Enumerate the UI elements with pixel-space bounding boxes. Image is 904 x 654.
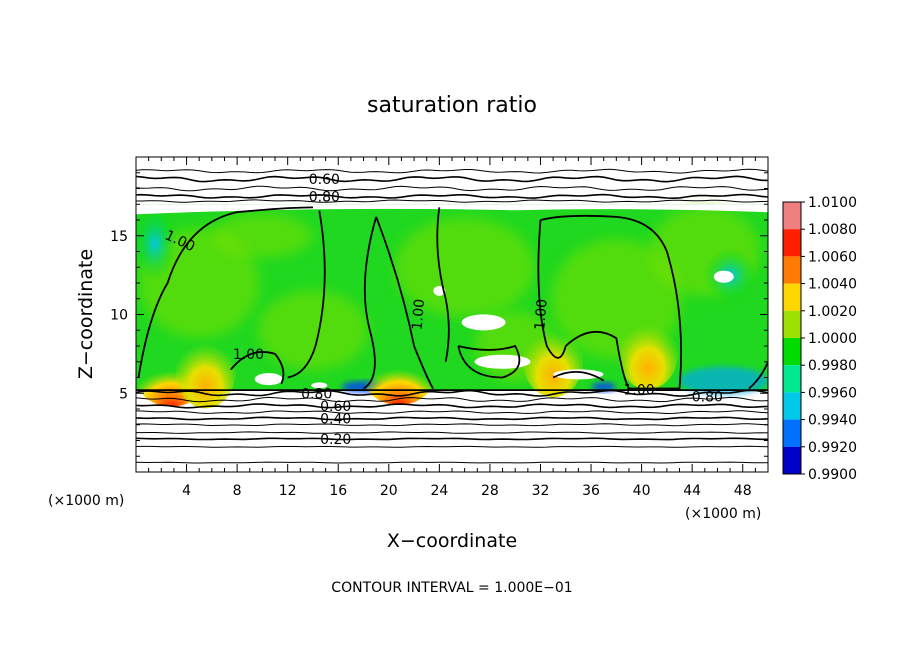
x-tick-label: 36 <box>582 483 600 499</box>
colorbar-segment <box>783 365 801 393</box>
field-patch <box>257 290 368 371</box>
contour-line <box>748 361 768 390</box>
colorbar-label: 0.9960 <box>808 385 857 401</box>
y-tick-label: 15 <box>110 229 128 245</box>
field-patch <box>212 213 313 258</box>
contour-label: 1.00 <box>623 382 654 398</box>
contour-line <box>136 423 768 427</box>
y-axis: 5 10 15 <box>110 172 768 457</box>
colorbar-segment <box>783 338 801 366</box>
unsaturated-gap <box>311 382 328 389</box>
contour-line <box>136 445 768 448</box>
contour-line <box>136 461 768 464</box>
contour-line <box>136 168 768 174</box>
saturation-field <box>136 204 768 409</box>
contour-label: 1.00 <box>532 298 551 330</box>
colorbar-segment <box>783 256 801 284</box>
contour-line <box>136 389 768 397</box>
y-tick-label: 10 <box>110 308 128 324</box>
contour-label: 0.80 <box>692 389 723 405</box>
contour-label: 0.60 <box>309 172 340 188</box>
contour-line <box>287 210 326 379</box>
field-cool-patch <box>136 208 175 279</box>
colorbar: 1.0100 1.0080 1.0060 1.0040 1.0020 1.0000 0.99… <box>782 195 857 483</box>
contour-line <box>457 344 521 379</box>
colorbar-label: 1.0060 <box>808 249 857 265</box>
colorbar-segment <box>783 283 801 311</box>
warm-spot <box>617 317 678 390</box>
x-tick-label: 20 <box>380 483 398 499</box>
chart-title: saturation ratio <box>367 93 537 118</box>
x-tick-label: 4 <box>182 483 191 499</box>
x-tick-label: 8 <box>233 483 242 499</box>
warm-spot <box>175 336 236 409</box>
contour-lines <box>136 168 768 464</box>
x-tick-label: 24 <box>430 483 448 499</box>
contour-line <box>137 206 313 378</box>
x-axis-unit: (×1000 m) <box>685 506 761 522</box>
colorbar-label: 1.0000 <box>808 331 857 347</box>
x-axis-label: X−coordinate <box>387 530 517 552</box>
x-tick-label: 16 <box>329 483 347 499</box>
y-axis-unit: (×1000 m) <box>48 493 124 509</box>
colorbar-segment <box>783 446 801 474</box>
unsaturated-gap <box>461 314 506 331</box>
x-tick-label: 32 <box>532 483 550 499</box>
x-tick-label: 28 <box>481 483 499 499</box>
colorbar-label: 0.9980 <box>808 358 857 374</box>
field-patch <box>394 217 535 318</box>
colorbar-label: 1.0020 <box>808 304 857 320</box>
contour-line <box>136 199 768 203</box>
x-tick-label: 12 <box>279 483 297 499</box>
contour-line <box>230 351 285 385</box>
colorbar-segment <box>783 202 801 230</box>
x-tick-label: 48 <box>734 483 752 499</box>
contour-line <box>136 193 768 200</box>
contour-label: 1.00 <box>233 347 264 363</box>
colorbar-label: 1.0040 <box>808 277 857 293</box>
unsaturated-gap <box>136 204 768 215</box>
colorbar-label: 1.0100 <box>808 195 857 211</box>
y-tick-label: 5 <box>119 386 128 402</box>
contour-line <box>136 437 768 441</box>
contour-label: 0.20 <box>320 432 351 448</box>
contour-line <box>136 175 768 183</box>
warm-spot <box>523 325 584 398</box>
contour-line <box>552 371 605 382</box>
colorbar-segment <box>783 310 801 338</box>
unsaturated-gap <box>553 369 604 380</box>
y-axis-label: Z−coordinate <box>75 249 97 379</box>
x-tick-label: 40 <box>633 483 651 499</box>
colorbar-label: 0.9940 <box>808 413 857 429</box>
colorbar-segment <box>783 229 801 257</box>
contour-line <box>436 207 450 362</box>
colorbar-label: 0.9900 <box>808 467 857 483</box>
contour-label: 0.80 <box>309 189 340 205</box>
x-tick-label: 44 <box>683 483 701 499</box>
contour-line <box>363 216 434 390</box>
contour-label: 0.60 <box>320 399 351 415</box>
contour-line <box>136 410 768 415</box>
contour-line <box>136 185 768 192</box>
unsaturated-gap <box>713 270 734 283</box>
colorbar-label: 1.0080 <box>808 222 857 238</box>
contour-line <box>136 403 768 409</box>
contour-interval-note: CONTOUR INTERVAL = 1.000E−01 <box>331 580 572 596</box>
contour-line <box>136 396 768 403</box>
colorbar-segment <box>783 419 801 447</box>
unsaturated-gap <box>474 354 531 369</box>
unsaturated-gap <box>254 373 283 386</box>
colorbar-label: 0.9920 <box>808 440 857 456</box>
field-cool-patch <box>678 366 768 395</box>
contour-label: 1.00 <box>410 298 429 330</box>
contour-label: 0.40 <box>320 411 351 427</box>
plot-area <box>136 157 768 472</box>
contour-line <box>136 416 768 421</box>
contour-line <box>136 431 768 434</box>
contour-label: 0.80 <box>301 386 332 402</box>
contour-line <box>537 214 682 390</box>
colorbar-segment <box>783 392 801 420</box>
x-axis: 4 8 12 16 20 24 28 32 36 40 44 48 <box>148 157 756 499</box>
